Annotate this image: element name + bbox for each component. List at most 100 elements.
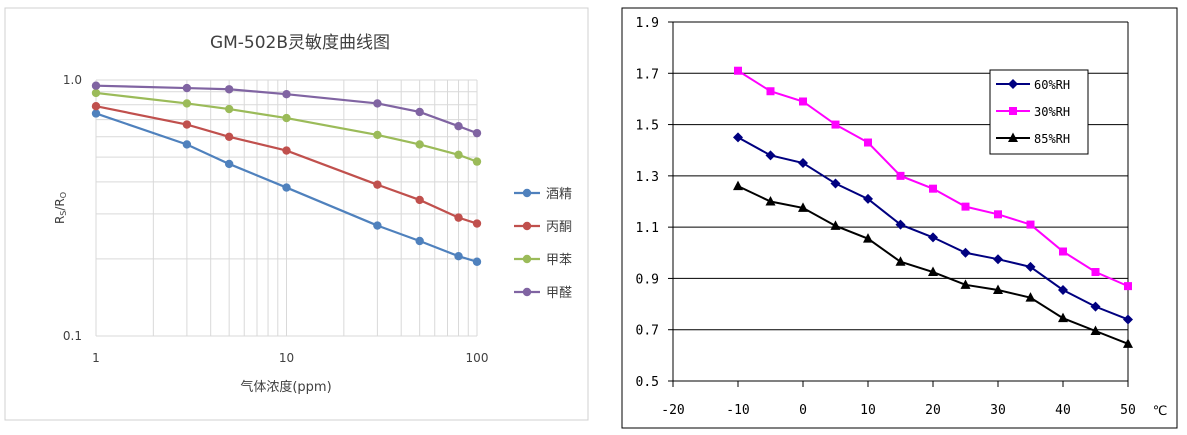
- right-series-point: [765, 196, 776, 206]
- left-series-point: [454, 150, 463, 160]
- right-series-point: [960, 247, 971, 258]
- right-series-point: [1058, 312, 1068, 323]
- right-y-tick-label: 0.5: [636, 375, 659, 390]
- right-y-tick-label: 1.3: [636, 170, 659, 185]
- left-y-axis-sub2: O: [59, 192, 68, 198]
- right-y-tick-label: 1.1: [636, 221, 659, 236]
- left-series-point: [182, 83, 192, 93]
- right-series-point: [994, 210, 1002, 219]
- right-y-tick-label: 1.7: [636, 67, 659, 82]
- left-series-point: [91, 109, 101, 118]
- left-series-point: [224, 85, 234, 94]
- left-series-point: [415, 107, 424, 117]
- right-series-point: [1058, 284, 1068, 295]
- left-series-point: [224, 159, 234, 169]
- right-y-tick-label: 1.9: [636, 16, 659, 31]
- right-legend-label: 60%RH: [1034, 78, 1070, 92]
- right-series-point: [896, 171, 905, 180]
- left-legend-marker: [522, 221, 532, 231]
- right-y-tick-label: 0.7: [636, 324, 659, 339]
- right-legend-label: 30%RH: [1034, 105, 1070, 119]
- left-legend-label: 丙酮: [546, 220, 572, 235]
- left-series-point: [472, 128, 482, 138]
- right-x-tick-label: 20: [925, 403, 941, 418]
- left-series-point: [282, 183, 291, 192]
- left-legend-marker: [522, 254, 532, 264]
- right-x-tick-label: 30: [990, 403, 1006, 418]
- left-series-point: [472, 157, 482, 166]
- right-series-point: [798, 158, 808, 169]
- left-series-line-0: [95, 112, 478, 263]
- left-series-point: [472, 219, 482, 228]
- right-series-point: [1025, 292, 1036, 302]
- left-series-line-1: [95, 105, 478, 225]
- right-legend-marker: [1008, 79, 1018, 89]
- left-series-point: [415, 195, 424, 205]
- right-x-tick-label: -10: [726, 403, 749, 418]
- right-series-point: [1059, 247, 1067, 256]
- right-series-point: [1123, 314, 1133, 325]
- left-series-line-2: [95, 91, 478, 163]
- left-series-point: [282, 113, 291, 123]
- right-y-tick-label: 1.5: [636, 119, 659, 134]
- left-series-point: [91, 102, 101, 111]
- left-chart-area: GM-502B灵敏度曲线图 1 10 100 0.1 1.0 气体浓度(ppm) RS/…: [4, 7, 589, 421]
- left-series-point: [282, 90, 291, 99]
- left-series-point: [373, 180, 382, 189]
- right-x-tick-label: 10: [860, 403, 876, 418]
- left-series-point: [454, 121, 463, 131]
- left-series-point: [472, 257, 482, 266]
- right-series: [733, 66, 1133, 348]
- left-legend-marker: [522, 188, 532, 198]
- left-series-point: [182, 140, 192, 149]
- right-series-point: [895, 256, 906, 266]
- left-series-point: [454, 213, 463, 222]
- right-x-tick-label: 40: [1055, 403, 1071, 418]
- left-tick-labels: 1 10 100 0.1 1.0: [63, 73, 489, 365]
- right-series-point: [733, 132, 743, 143]
- left-series-point: [224, 132, 234, 141]
- left-series-point: [282, 146, 291, 155]
- left-series-point: [454, 251, 463, 261]
- right-series-point: [1090, 301, 1101, 312]
- right-series-point: [961, 202, 970, 211]
- right-legend: 60%RH 30%RH 85%RH: [989, 69, 1089, 155]
- right-x-tick-label: 0: [799, 403, 807, 418]
- right-series-point: [863, 193, 873, 204]
- left-series-line-3: [95, 84, 478, 135]
- right-series-point: [1091, 268, 1100, 277]
- left-x-axis-label: 气体浓度(ppm): [240, 379, 331, 395]
- right-x-tick-label: -20: [661, 403, 684, 418]
- right-series-point: [1123, 338, 1133, 348]
- left-series: [91, 81, 482, 266]
- right-series-point: [831, 120, 840, 129]
- right-series-point: [1025, 261, 1036, 272]
- right-series-point: [863, 233, 873, 243]
- left-chart-title: GM-502B灵敏度曲线图: [210, 33, 390, 53]
- right-series-point: [928, 232, 938, 243]
- left-series-point: [224, 104, 234, 114]
- right-series-point: [1026, 220, 1035, 229]
- right-series-point: [1090, 325, 1101, 335]
- left-series-point: [373, 99, 382, 108]
- right-legend-marker: [1009, 107, 1017, 115]
- right-y-tick-label: 0.9: [636, 272, 659, 287]
- left-series-point: [415, 140, 424, 149]
- right-tick-labels: -20 -10 0 10 20 30 40 50 0.5 0.7 0.9 1.1 1.3 1.5 1.7 1.…: [636, 16, 1136, 418]
- left-series-point: [373, 130, 382, 140]
- right-series-point: [1124, 282, 1132, 291]
- right-legend-label: 85%RH: [1034, 132, 1070, 146]
- left-series-point: [415, 236, 424, 246]
- left-legend-label: 酒精: [546, 187, 572, 202]
- left-x-tick-label: 10: [279, 351, 294, 365]
- right-series-point: [928, 266, 938, 277]
- left-y-axis-label: RS/RO: [53, 192, 68, 224]
- left-series-point: [373, 221, 382, 230]
- right-series-point: [733, 180, 743, 191]
- left-y-axis-sub1: S: [59, 211, 68, 216]
- left-y-tick-label: 0.1: [63, 329, 82, 343]
- left-series-point: [182, 99, 192, 108]
- right-series-point: [864, 138, 872, 147]
